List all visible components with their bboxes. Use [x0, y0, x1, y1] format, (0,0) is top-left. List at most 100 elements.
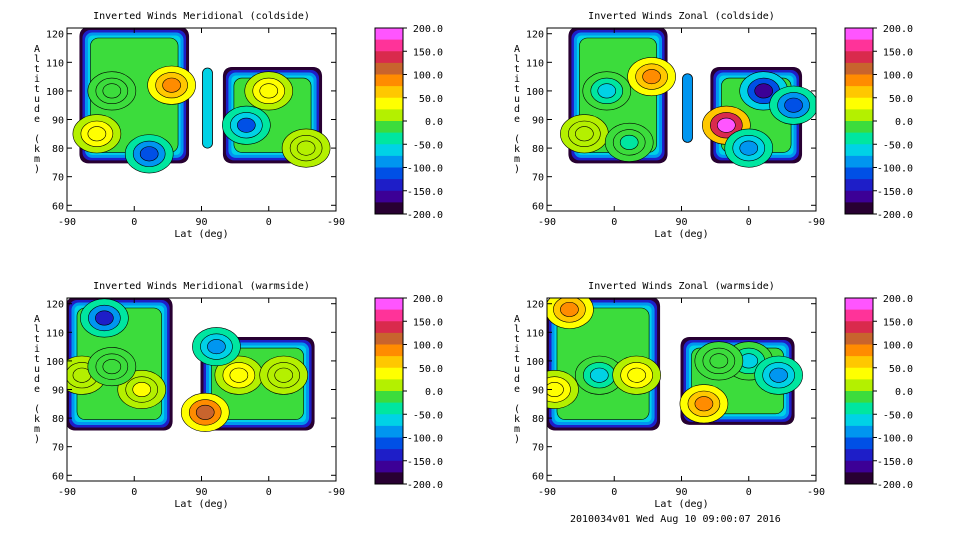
colorbar-swatch — [845, 472, 873, 485]
y-tick-label: 80 — [532, 414, 544, 425]
colorbar-swatch — [845, 62, 873, 75]
y-axis-label-char: i — [34, 344, 40, 355]
y-axis-label-char: t — [34, 334, 40, 345]
y-axis-label-char: ) — [34, 164, 40, 175]
contour-field — [67, 298, 315, 432]
contour-blob — [102, 83, 122, 99]
colorbar-tick-label: 0.0 — [895, 387, 913, 398]
contour-blob — [769, 367, 788, 383]
colorbar-tick-label: -100.0 — [407, 164, 443, 175]
chart-panel-3: Inverted Winds Meridional (warmside) 60 70… — [34, 281, 443, 510]
colorbar-swatch — [845, 414, 873, 427]
colorbar-tick-label: 150.0 — [413, 317, 443, 328]
colorbar-swatch — [375, 379, 403, 392]
x-tick-label: 0 — [266, 217, 272, 228]
y-tick-label: 90 — [52, 386, 64, 397]
y-axis-label-char: e — [34, 384, 40, 395]
contour-blob — [560, 301, 579, 317]
colorbar-swatch — [845, 167, 873, 180]
colorbar-tick-label: 150.0 — [883, 47, 913, 58]
x-tick-label: -90 — [538, 217, 556, 228]
colorbar-tick-label: 200.0 — [883, 24, 913, 35]
contour-blob — [642, 69, 661, 85]
y-tick-label: 70 — [52, 173, 64, 184]
y-tick-label: 60 — [52, 471, 64, 482]
y-axis-label-char: m — [514, 424, 520, 435]
figure-footer: 2010034v01 Wed Aug 10 09:00:07 2016 — [570, 514, 781, 525]
y-tick-label: 80 — [532, 144, 544, 155]
colorbar-tick-label: -150.0 — [877, 187, 913, 198]
y-axis-label-char: e — [514, 114, 520, 125]
colorbar-swatch — [845, 437, 873, 450]
y-axis-label-char: ( — [34, 134, 40, 145]
y-tick-label: 100 — [526, 87, 544, 98]
colorbar-swatch — [375, 425, 403, 438]
colorbar-tick-label: -200.0 — [877, 480, 913, 491]
colorbar-swatch — [845, 321, 873, 334]
y-axis-label-char: d — [34, 374, 40, 385]
colorbar-tick-label: -100.0 — [407, 434, 443, 445]
colorbar-swatch — [375, 472, 403, 485]
y-axis-label-char: t — [514, 354, 520, 365]
x-tick-label: 0 — [746, 487, 752, 498]
contour-blob — [694, 396, 714, 412]
colorbar-swatch — [845, 367, 873, 380]
y-tick-label: 110 — [526, 328, 544, 339]
colorbar-tick-label: 150.0 — [883, 317, 913, 328]
colorbar-tick-label: 50.0 — [889, 94, 913, 105]
y-axis-label-char: t — [514, 84, 520, 95]
colorbar-tick-label: -50.0 — [413, 140, 443, 151]
y-tick-label: 90 — [532, 116, 544, 127]
contour-field — [547, 298, 803, 431]
contour-blob — [229, 367, 249, 383]
colorbar-swatch — [375, 62, 403, 75]
x-axis-label: Lat (deg) — [654, 229, 708, 240]
colorbar-swatch — [375, 179, 403, 192]
y-axis-label-char: A — [34, 314, 40, 325]
y-axis-label-char: A — [514, 44, 520, 55]
x-tick-label: -90 — [807, 487, 825, 498]
x-tick-label: -90 — [58, 487, 76, 498]
colorbar-swatch — [375, 121, 403, 134]
colorbar-tick-label: 150.0 — [413, 47, 443, 58]
x-tick-label: 0 — [266, 487, 272, 498]
colorbar: 200.0 150.0 100.0 50.0 0.0 -50.0 -100.0 -150.0 -… — [844, 294, 913, 491]
y-axis-label-char: t — [514, 64, 520, 75]
contour-blob — [717, 117, 736, 133]
y-tick-label: 80 — [52, 414, 64, 425]
colorbar-swatch — [845, 391, 873, 404]
colorbar-tick-label: 200.0 — [413, 294, 443, 305]
colorbar-tick-label: -50.0 — [413, 410, 443, 421]
y-axis-label-char: ( — [514, 404, 520, 415]
colorbar-swatch — [845, 155, 873, 168]
y-axis-label-char: l — [34, 54, 40, 65]
y-tick-label: 110 — [46, 58, 64, 69]
colorbar-tick-label: -50.0 — [883, 140, 913, 151]
contour-blob — [274, 367, 293, 383]
colorbar-tick-label: 200.0 — [883, 294, 913, 305]
colorbar-swatch — [375, 144, 403, 157]
contour-strip — [682, 73, 693, 143]
colorbar-swatch — [845, 144, 873, 157]
contour-blob — [754, 83, 773, 99]
chart-title: Inverted Winds Zonal (warmside) — [588, 281, 775, 292]
colorbar-swatch — [375, 332, 403, 345]
y-axis-label-char: i — [514, 344, 520, 355]
colorbar-tick-label: -100.0 — [877, 434, 913, 445]
colorbar-tick-label: -150.0 — [877, 457, 913, 468]
y-axis-label-char: A — [514, 314, 520, 325]
colorbar-swatch — [845, 28, 873, 41]
colorbar-swatch — [375, 449, 403, 462]
colorbar-tick-label: -200.0 — [407, 480, 443, 491]
x-axis-label: Lat (deg) — [654, 499, 708, 510]
y-axis-label-char: d — [34, 104, 40, 115]
y-axis-label-char: ( — [514, 134, 520, 145]
colorbar-tick-label: 100.0 — [883, 71, 913, 82]
colorbar-tick-label: 0.0 — [425, 387, 443, 398]
contour-band — [206, 342, 310, 426]
contour-band — [203, 340, 312, 428]
colorbar-tick-label: 50.0 — [419, 94, 443, 105]
colorbar-swatch — [845, 74, 873, 87]
colorbar-swatch — [375, 167, 403, 180]
